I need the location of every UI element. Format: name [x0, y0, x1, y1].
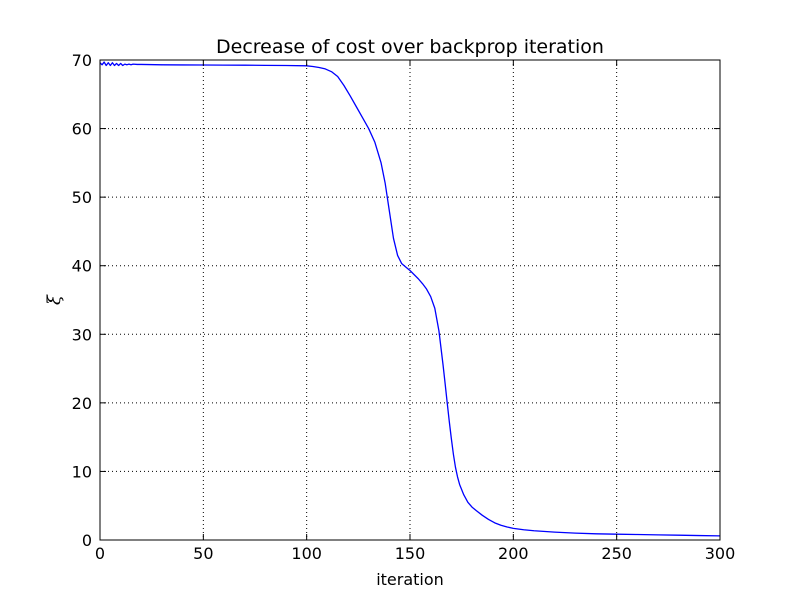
y-tick-label: 10 [72, 462, 92, 481]
y-tick-label: 40 [72, 257, 92, 276]
axis-ticks: 0 50 100 150 200 250 300 0 10 20 30 40 50 60 70 [72, 51, 736, 563]
y-tick-label: 60 [72, 120, 92, 139]
x-tick-label: 200 [498, 544, 529, 563]
x-tick-label: 100 [291, 544, 322, 563]
series-line [99, 61, 721, 537]
plot-area [99, 61, 721, 537]
grid [99, 59, 721, 541]
y-tick-label: 30 [72, 325, 92, 344]
y-tick-label: 70 [72, 51, 92, 70]
x-tick-label: 150 [395, 544, 426, 563]
x-tick-label: 250 [601, 544, 632, 563]
y-tick-label: 50 [72, 188, 92, 207]
x-axis-label: iteration [376, 570, 444, 589]
y-axis-label: ξ [44, 294, 65, 305]
x-tick-label: 300 [705, 544, 736, 563]
x-tick-label: 50 [193, 544, 213, 563]
chart-title: Decrease of cost over backprop iteration [216, 36, 604, 58]
y-tick-label: 20 [72, 394, 92, 413]
x-tick-label: 0 [95, 544, 105, 563]
y-tick-label: 0 [82, 531, 92, 550]
